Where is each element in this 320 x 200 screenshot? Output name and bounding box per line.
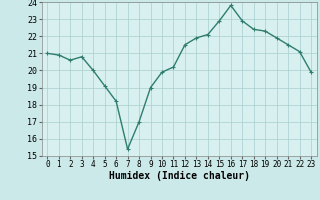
X-axis label: Humidex (Indice chaleur): Humidex (Indice chaleur) <box>109 171 250 181</box>
